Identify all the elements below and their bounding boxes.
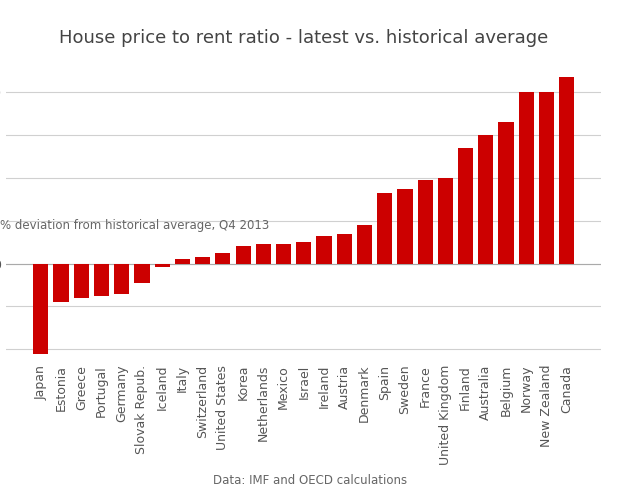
Bar bbox=[296, 242, 311, 264]
Bar bbox=[236, 246, 250, 264]
Text: % deviation from historical average, Q4 2013: % deviation from historical average, Q4 … bbox=[0, 218, 269, 232]
Bar bbox=[418, 180, 433, 264]
Bar bbox=[357, 225, 372, 264]
Bar bbox=[337, 234, 352, 264]
Bar bbox=[154, 264, 170, 267]
Bar bbox=[195, 257, 210, 264]
Bar bbox=[33, 264, 48, 354]
Bar bbox=[478, 135, 494, 264]
Bar bbox=[397, 188, 412, 264]
Bar bbox=[53, 264, 69, 302]
Bar bbox=[438, 178, 453, 264]
Bar bbox=[458, 148, 473, 264]
Bar bbox=[175, 260, 190, 264]
Bar bbox=[498, 122, 513, 264]
Bar bbox=[377, 193, 392, 264]
Bar bbox=[94, 264, 109, 296]
Title: House price to rent ratio - latest vs. historical average: House price to rent ratio - latest vs. h… bbox=[59, 30, 549, 48]
Bar bbox=[215, 253, 231, 264]
Bar bbox=[559, 77, 574, 264]
Bar bbox=[276, 244, 291, 264]
Bar bbox=[74, 264, 89, 298]
Bar bbox=[256, 244, 271, 264]
Text: Data: IMF and OECD calculations: Data: IMF and OECD calculations bbox=[213, 474, 407, 486]
Bar bbox=[316, 236, 332, 264]
Bar bbox=[519, 92, 534, 264]
Bar bbox=[539, 92, 554, 264]
Bar bbox=[114, 264, 130, 294]
Bar bbox=[135, 264, 149, 283]
